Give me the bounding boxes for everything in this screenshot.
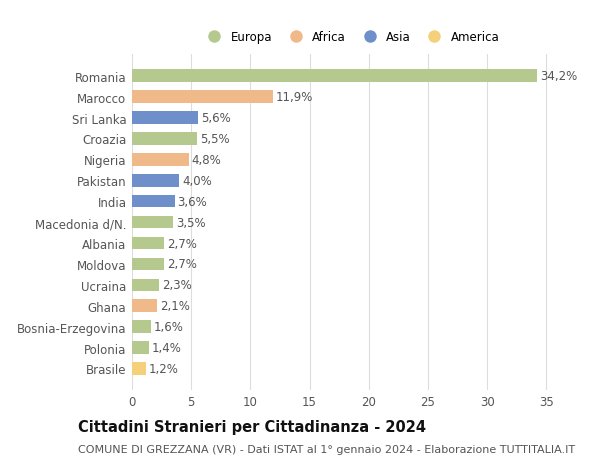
Text: 4,8%: 4,8% [192,154,221,167]
Bar [132,258,164,271]
Bar [132,321,151,333]
Bar [132,300,157,312]
Bar [132,70,537,83]
Text: Cittadini Stranieri per Cittadinanza - 2024: Cittadini Stranieri per Cittadinanza - 2… [78,419,426,434]
Text: 5,5%: 5,5% [200,133,230,146]
Bar [132,154,189,166]
Text: 34,2%: 34,2% [540,70,577,83]
Text: 2,3%: 2,3% [162,279,192,291]
Legend: Europa, Africa, Asia, America: Europa, Africa, Asia, America [202,31,500,44]
Bar [132,112,198,124]
Text: 1,4%: 1,4% [152,341,181,354]
Bar [132,133,197,146]
Text: COMUNE DI GREZZANA (VR) - Dati ISTAT al 1° gennaio 2024 - Elaborazione TUTTITALI: COMUNE DI GREZZANA (VR) - Dati ISTAT al … [78,444,575,454]
Bar [132,216,173,229]
Bar [132,237,164,250]
Bar [132,174,179,187]
Bar [132,341,149,354]
Text: 2,7%: 2,7% [167,237,197,250]
Text: 4,0%: 4,0% [182,174,212,187]
Bar [132,196,175,208]
Text: 1,6%: 1,6% [154,320,184,333]
Text: 2,1%: 2,1% [160,300,190,313]
Bar [132,91,273,104]
Text: 3,6%: 3,6% [178,195,208,208]
Text: 11,9%: 11,9% [276,91,313,104]
Bar [132,363,146,375]
Text: 5,6%: 5,6% [201,112,231,125]
Text: 2,7%: 2,7% [167,258,197,271]
Text: 1,2%: 1,2% [149,362,179,375]
Text: 3,5%: 3,5% [176,216,206,229]
Bar [132,279,159,291]
